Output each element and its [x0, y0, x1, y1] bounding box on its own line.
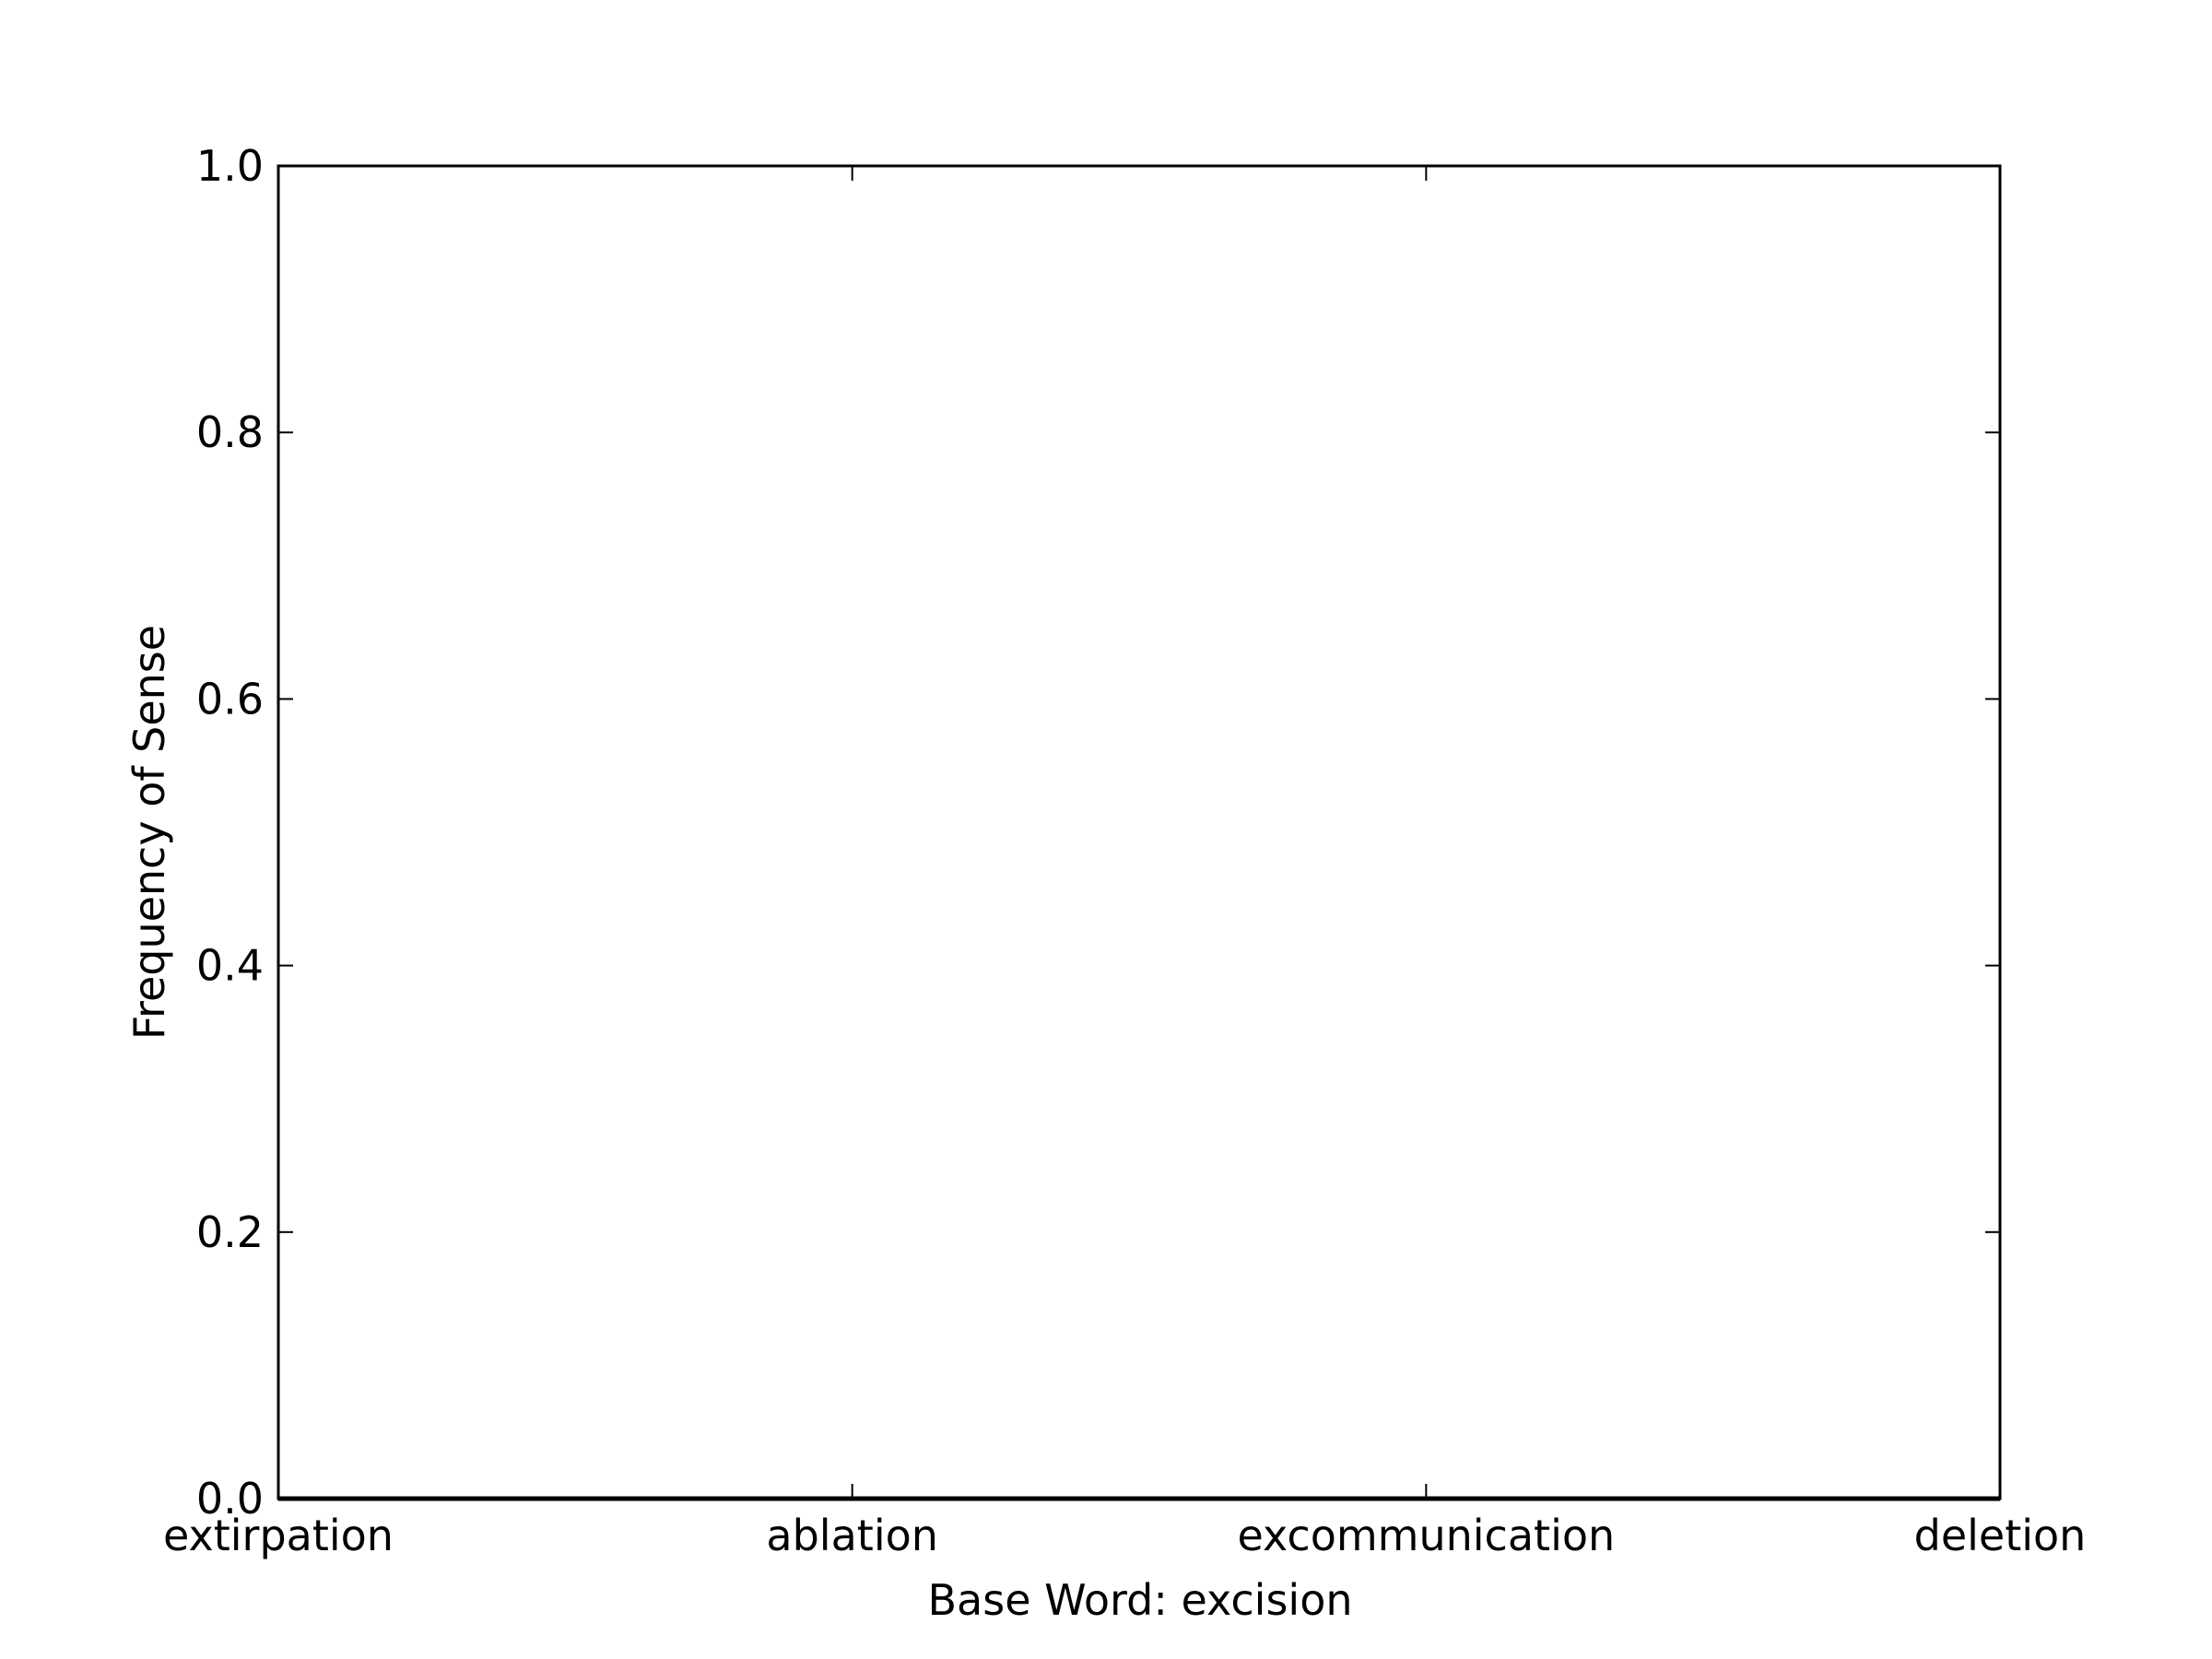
x-tick-label: excommunication	[1238, 1511, 1616, 1560]
y-tick-label: 0.2	[196, 1207, 264, 1257]
y-tick-label: 0.8	[196, 407, 264, 457]
y-tick-label: 0.6	[196, 674, 264, 724]
x-tick-label: ablation	[766, 1511, 937, 1560]
x-axis-label: Base Word: excision	[927, 1575, 1352, 1625]
y-tick-label: 0.4	[196, 941, 264, 991]
x-tick-label: deletion	[1914, 1511, 2087, 1560]
y-tick-label: 0.0	[196, 1474, 264, 1524]
y-axis: 0.0 0.2 0.4 0.6 0.8 1.0	[196, 141, 2000, 1524]
x-tick-label: extirpation	[163, 1511, 394, 1560]
x-axis: extirpation ablation excommunication deleti…	[163, 166, 2086, 1560]
y-axis-label: Frequency of Sense	[124, 625, 174, 1040]
y-tick-label: 1.0	[196, 141, 264, 191]
